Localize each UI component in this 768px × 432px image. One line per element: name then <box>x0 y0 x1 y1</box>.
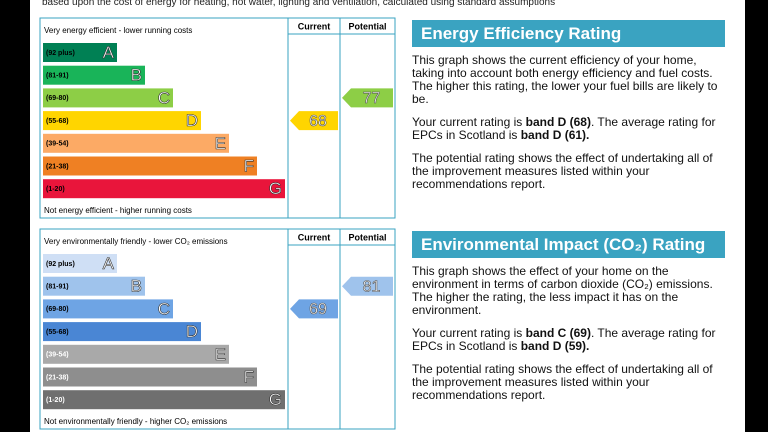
section-text: This graph shows the current efficiency … <box>412 54 730 201</box>
band-letter: D <box>186 322 198 341</box>
rating-arrow <box>342 276 393 296</box>
band-range: (21-38) <box>46 374 69 381</box>
rating-band <box>43 65 145 85</box>
band-letter: E <box>215 345 226 364</box>
top-label: Very energy efficient - lower running co… <box>44 26 192 35</box>
band-range: (69-80) <box>46 95 69 102</box>
band-letter: E <box>215 134 226 153</box>
bold-text: band D (68) <box>525 115 591 129</box>
paragraph: The potential rating shows the effect of… <box>412 152 730 191</box>
paragraph: This graph shows the effect of your home… <box>412 265 730 317</box>
band-range: (21-38) <box>46 163 69 170</box>
rating-band <box>43 390 285 410</box>
rating-band <box>43 156 257 176</box>
band-range: (92 plus) <box>46 261 75 268</box>
text: . The average rating for EPCs in Scotlan… <box>412 115 716 142</box>
text: Your current rating is <box>412 115 526 129</box>
band-range: (1-20) <box>46 186 65 193</box>
rating-band <box>43 254 117 273</box>
bottom-label: Not environmentally friendly - higher CO… <box>44 417 227 426</box>
column-header: Potential <box>348 21 386 31</box>
band-range: (55-68) <box>46 118 69 125</box>
band-letter: B <box>131 277 142 296</box>
section-title: Environmental Impact (CO₂) Rating <box>412 231 725 258</box>
band-letter: F <box>244 156 254 175</box>
rating-charts: Current Potential Very energy efficient - … <box>39 17 396 430</box>
rating-arrow <box>290 111 338 131</box>
band-letter: D <box>186 111 198 130</box>
band-letter: C <box>158 299 170 318</box>
band-range: (1-20) <box>46 397 65 404</box>
header-note: based upon the cost of energy for heatin… <box>42 0 556 8</box>
text: This graph shows the effect of your home… <box>412 264 713 317</box>
band-letter: A <box>103 254 115 273</box>
column-header: Current <box>298 232 331 242</box>
band-range: (81-91) <box>46 73 69 80</box>
rating-band <box>43 111 201 131</box>
rating-value: 68 <box>309 113 327 130</box>
text: . The average rating for EPCs in Scotlan… <box>412 326 716 353</box>
bold-text: band D (59). <box>520 339 590 353</box>
band-letter: F <box>244 367 254 386</box>
band-letter: G <box>269 390 282 409</box>
section-text: This graph shows the effect of your home… <box>412 265 730 412</box>
paragraph: Your current rating is band C (69). The … <box>412 327 730 353</box>
rating-value: 81 <box>363 278 381 295</box>
band-letter: C <box>158 88 170 107</box>
rating-band <box>43 276 145 296</box>
rating-value: 69 <box>309 301 327 318</box>
epc-page: based upon the cost of energy for heatin… <box>30 0 745 432</box>
rating-arrow <box>290 299 338 319</box>
bottom-label: Not energy efficient - higher running co… <box>44 206 192 215</box>
band-range: (92 plus) <box>46 50 75 57</box>
bold-text: band D (61). <box>520 128 590 142</box>
band-letter: A <box>103 43 115 62</box>
rating-value: 77 <box>363 90 381 107</box>
rating-band <box>43 179 285 199</box>
paragraph: This graph shows the current efficiency … <box>412 54 730 106</box>
band-range: (69-80) <box>46 306 69 313</box>
band-range: (39-54) <box>46 352 69 359</box>
text: Your current rating is <box>412 326 526 340</box>
text: The potential rating shows the effect of… <box>412 362 713 402</box>
rating-band <box>43 367 257 387</box>
paragraph: The potential rating shows the effect of… <box>412 363 730 402</box>
rating-band <box>43 322 201 342</box>
bold-text: band C (69) <box>525 326 591 340</box>
band-letter: B <box>131 66 142 85</box>
band-letter: G <box>269 179 282 198</box>
rating-band <box>43 299 173 319</box>
top-label: Very environmentally friendly - lower CO… <box>44 237 228 246</box>
column-header: Current <box>298 21 331 31</box>
rating-band <box>43 88 173 108</box>
band-range: (39-54) <box>46 141 69 148</box>
text: This graph shows the current efficiency … <box>412 53 718 106</box>
section-title: Energy Efficiency Rating <box>412 20 725 47</box>
rating-band <box>43 344 229 364</box>
band-range: (55-68) <box>46 329 69 336</box>
column-header: Potential <box>348 232 386 242</box>
paragraph: Your current rating is band D (68). The … <box>412 116 730 142</box>
rating-arrow <box>342 88 393 108</box>
rating-band <box>43 43 117 62</box>
text: The potential rating shows the effect of… <box>412 151 713 191</box>
rating-band <box>43 133 229 153</box>
band-range: (81-91) <box>46 284 69 291</box>
